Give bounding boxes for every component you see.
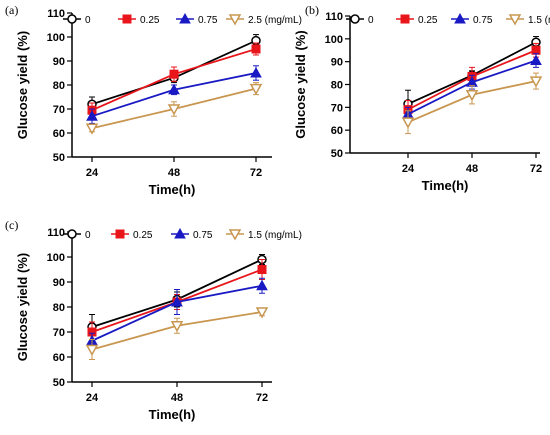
legend-marker <box>122 14 132 24</box>
data-point <box>85 344 99 357</box>
series-3 <box>85 82 263 135</box>
data-point <box>529 76 543 88</box>
data-point <box>256 279 268 291</box>
legend-marker <box>115 229 125 239</box>
x-tick-label: 24 <box>402 163 415 175</box>
panel-label: (c) <box>5 218 18 232</box>
legend-marker <box>508 14 522 26</box>
y-tick-label: 90 <box>331 57 343 69</box>
y-tick-label: 70 <box>331 102 343 114</box>
data-point <box>251 44 261 54</box>
x-tick-label: 48 <box>168 167 180 179</box>
data-point <box>86 110 98 121</box>
legend-label: 0 <box>368 15 374 26</box>
legend-label: 0.75 <box>198 15 218 26</box>
x-tick-label: 72 <box>530 163 542 175</box>
series-3 <box>401 72 543 135</box>
y-tick-label: 100 <box>325 34 343 46</box>
legend-label: 0 <box>85 15 91 26</box>
legend-label: 0.25 <box>418 15 438 26</box>
data-point <box>401 117 415 129</box>
legend: 0 0.25 0.75 2.5 (mg/mL) <box>63 12 302 26</box>
series-2 <box>86 277 268 349</box>
x-axis-title: Time(h) <box>149 407 196 422</box>
x-tick-label: 72 <box>256 392 268 404</box>
series-2 <box>86 65 262 124</box>
y-tick-label: 50 <box>331 148 343 160</box>
y-tick-label: 100 <box>47 252 65 264</box>
y-tick-label: 80 <box>53 302 65 314</box>
y-axis-title: Glucose yield (%) <box>293 30 308 138</box>
legend-marker <box>67 229 77 239</box>
y-tick-label: 110 <box>47 227 65 239</box>
y-axis-title: Glucose yield (%) <box>15 31 30 139</box>
data-point <box>168 83 180 95</box>
legend-marker <box>454 12 466 24</box>
data-point <box>530 54 542 66</box>
legend-label: 1.5 (mg/mL) <box>248 230 302 241</box>
panel-label: (a) <box>5 3 18 17</box>
x-tick-label: 24 <box>86 167 99 179</box>
legend-label: 0 <box>85 230 91 241</box>
y-tick-label: 110 <box>47 8 65 20</box>
legend-marker <box>67 14 77 24</box>
legend-label: 0.75 <box>473 15 493 26</box>
x-tick-label: 72 <box>250 167 262 179</box>
x-tick-label: 48 <box>171 392 183 404</box>
series-3 <box>85 307 269 360</box>
data-point <box>465 90 479 102</box>
data-point <box>167 104 181 116</box>
legend-marker <box>400 14 410 24</box>
legend-marker <box>228 229 242 241</box>
data-point <box>249 83 263 96</box>
y-tick-label: 60 <box>53 128 65 140</box>
data-point <box>170 321 184 333</box>
data-point <box>255 307 269 319</box>
data-point <box>250 66 262 78</box>
chart-panel-0: (a) 50 60 70 80 90 100 110 24 48 72 Time(h) Glucose … <box>5 3 302 197</box>
y-tick-label: 60 <box>331 125 343 137</box>
chart-panel-2: (c) 50 60 70 80 90 100 110 24 48 72 Time(h) Glucose … <box>5 218 302 422</box>
y-tick-label: 70 <box>53 327 65 339</box>
y-tick-label: 50 <box>53 152 65 164</box>
legend-label: 0.75 <box>193 230 213 241</box>
legend-marker <box>350 14 360 24</box>
data-point <box>169 69 179 79</box>
legend-label: 0.25 <box>133 230 153 241</box>
y-tick-label: 60 <box>53 352 65 364</box>
legend: 0 0.25 0.75 1.5 (mg/mL) <box>63 227 302 241</box>
x-tick-label: 48 <box>466 163 478 175</box>
y-axis-title: Glucose yield (%) <box>15 253 30 361</box>
y-tick-label: 50 <box>53 377 65 389</box>
x-axis-title: Time(h) <box>149 182 196 197</box>
x-tick-label: 24 <box>86 392 99 404</box>
data-point <box>531 45 541 55</box>
x-axis-title: Time(h) <box>422 178 469 193</box>
panel-label: (b) <box>305 3 319 17</box>
legend-marker <box>179 12 191 24</box>
y-tick-label: 110 <box>325 11 343 23</box>
legend-label: 1.5 (mg/mL) <box>528 15 550 26</box>
y-tick-label: 80 <box>53 80 65 92</box>
legend-label: 2.5 (mg/mL) <box>248 15 302 26</box>
y-tick-label: 70 <box>53 104 65 116</box>
legend-marker <box>174 227 186 239</box>
y-tick-label: 90 <box>53 277 65 289</box>
data-point <box>257 265 267 274</box>
legend-marker <box>228 14 242 26</box>
legend: 0 0.25 0.75 1.5 (mg/mL) <box>346 12 550 26</box>
data-point <box>85 123 99 135</box>
y-tick-label: 80 <box>331 80 343 92</box>
y-tick-label: 100 <box>47 32 65 44</box>
legend-label: 0.25 <box>140 15 160 26</box>
chart-panel-1: (b) 50 60 70 80 90 100 110 24 48 72 Time(h) Glucose … <box>293 3 550 193</box>
data-point <box>171 295 183 307</box>
y-tick-label: 90 <box>53 56 65 68</box>
